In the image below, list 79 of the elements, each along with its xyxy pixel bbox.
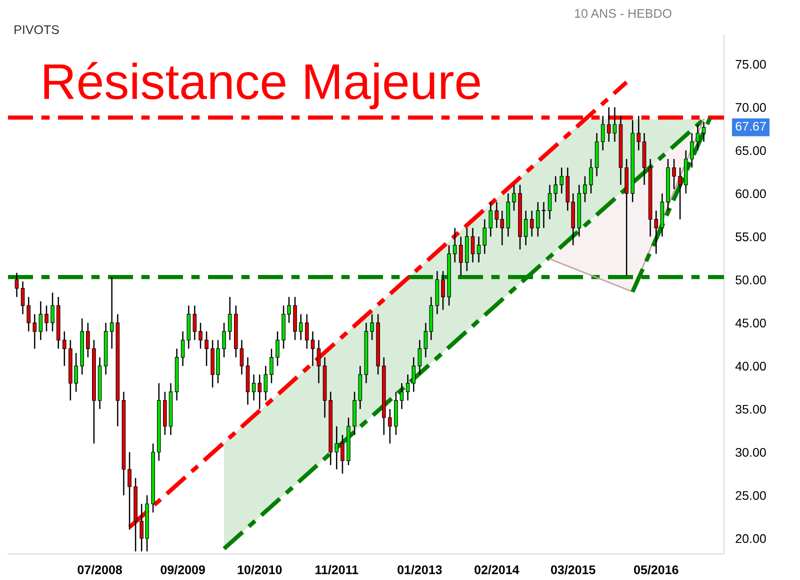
candlestick <box>606 106 611 142</box>
y-tick-label: 40.00 <box>735 362 766 371</box>
candlestick <box>690 132 694 168</box>
candlestick <box>441 270 445 310</box>
candlestick <box>458 236 463 276</box>
x-tick-label: 10/2010 <box>238 565 282 574</box>
candlestick <box>702 121 706 142</box>
y-tick-label: 65.00 <box>736 146 766 155</box>
candlestick <box>672 158 676 190</box>
x-tick-label: 03/2015 <box>551 565 596 574</box>
candlestick <box>636 115 641 151</box>
y-tick-label: 70.00 <box>736 103 766 112</box>
candlestick <box>560 166 564 194</box>
candlestick <box>340 434 344 474</box>
x-tick-label: 05/2016 <box>634 565 678 574</box>
candlestick <box>554 176 558 203</box>
x-tick-label: 09/2009 <box>160 565 205 574</box>
candlestick <box>32 314 37 350</box>
candlestick <box>222 322 226 358</box>
y-tick-label: 20.00 <box>736 534 766 544</box>
candlestick <box>264 365 268 402</box>
candlestick <box>678 166 682 220</box>
candlestick <box>198 322 202 350</box>
y-tick-label: 45.00 <box>735 318 766 328</box>
y-tick-label: 75.00 <box>736 60 766 69</box>
candlestick <box>470 227 475 264</box>
y-tick-label: 25.00 <box>736 491 766 500</box>
candlestick <box>276 330 280 367</box>
candlestick <box>204 330 208 367</box>
candlestick <box>589 158 593 194</box>
candlestick <box>50 292 54 332</box>
candlestick <box>548 184 552 220</box>
candlestick <box>542 201 546 229</box>
candlestick <box>512 184 516 212</box>
ref-line-label: Résistance Majeure <box>44 62 480 110</box>
candlestick <box>26 296 31 332</box>
y-tick-label: 55.00 <box>736 232 766 242</box>
candlestick <box>334 426 339 470</box>
candlestick <box>370 314 374 341</box>
y-tick-label: 35.00 <box>736 404 766 414</box>
candlestick <box>600 115 605 151</box>
candlestick <box>298 314 303 341</box>
candlestick <box>696 124 700 151</box>
text: PIVOTS <box>14 25 59 34</box>
candlestick <box>310 330 315 367</box>
candlestick <box>530 210 534 238</box>
candlestick <box>388 408 392 444</box>
candlestick <box>86 322 90 358</box>
y-tick-label: 60.00 <box>736 189 766 198</box>
x-tick-label: 02/2014 <box>474 565 520 574</box>
y-tick-label: 50.00 <box>736 275 766 284</box>
candlestick <box>62 330 66 367</box>
candlestick <box>14 272 19 298</box>
candlestick <box>316 339 321 384</box>
candlestick <box>228 296 232 341</box>
candlestick <box>128 452 132 530</box>
candlestick <box>482 218 487 254</box>
x-tick-label: 01/2013 <box>398 565 442 574</box>
candlestick <box>536 201 540 238</box>
text: 67.67 <box>736 122 766 131</box>
candlestick <box>400 382 404 410</box>
y-tick-label: 30.00 <box>736 448 766 457</box>
candlestick <box>44 304 48 332</box>
candlestick <box>612 106 617 142</box>
candlestick <box>304 314 309 350</box>
candlestick <box>20 280 25 315</box>
x-tick-label: 11/2011 <box>316 565 358 574</box>
candlestick <box>583 176 587 203</box>
candlestick <box>476 236 481 264</box>
x-tick-label: 07/2008 <box>78 565 122 574</box>
candlestick <box>488 201 493 238</box>
candlestick <box>38 300 43 341</box>
candlestick <box>452 227 457 264</box>
candlestick <box>192 304 197 341</box>
candlestick <box>524 210 528 246</box>
candlestick <box>270 348 274 384</box>
candlestick <box>418 339 422 376</box>
chart-subtitle: 10 ANS - HEBDO <box>575 9 672 18</box>
candlestick <box>240 339 244 376</box>
